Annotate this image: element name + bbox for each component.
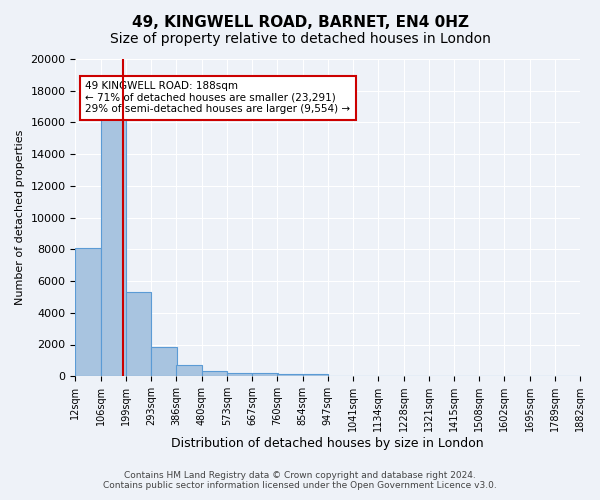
- Bar: [176, 365, 202, 376]
- X-axis label: Distribution of detached houses by size in London: Distribution of detached houses by size …: [172, 437, 484, 450]
- Text: Size of property relative to detached houses in London: Size of property relative to detached ho…: [110, 32, 490, 46]
- Bar: [227, 372, 252, 376]
- Bar: [302, 374, 328, 376]
- Bar: [151, 347, 176, 376]
- Bar: [126, 292, 151, 376]
- Bar: [252, 374, 278, 376]
- Y-axis label: Number of detached properties: Number of detached properties: [15, 130, 25, 306]
- Bar: [202, 372, 227, 376]
- Text: 49, KINGWELL ROAD, BARNET, EN4 0HZ: 49, KINGWELL ROAD, BARNET, EN4 0HZ: [131, 15, 469, 30]
- Bar: [277, 374, 302, 376]
- Bar: [76, 248, 101, 376]
- Text: 49 KINGWELL ROAD: 188sqm
← 71% of detached houses are smaller (23,291)
29% of se: 49 KINGWELL ROAD: 188sqm ← 71% of detach…: [85, 81, 350, 114]
- Text: Contains HM Land Registry data © Crown copyright and database right 2024.
Contai: Contains HM Land Registry data © Crown c…: [103, 470, 497, 490]
- Bar: [101, 114, 126, 376]
